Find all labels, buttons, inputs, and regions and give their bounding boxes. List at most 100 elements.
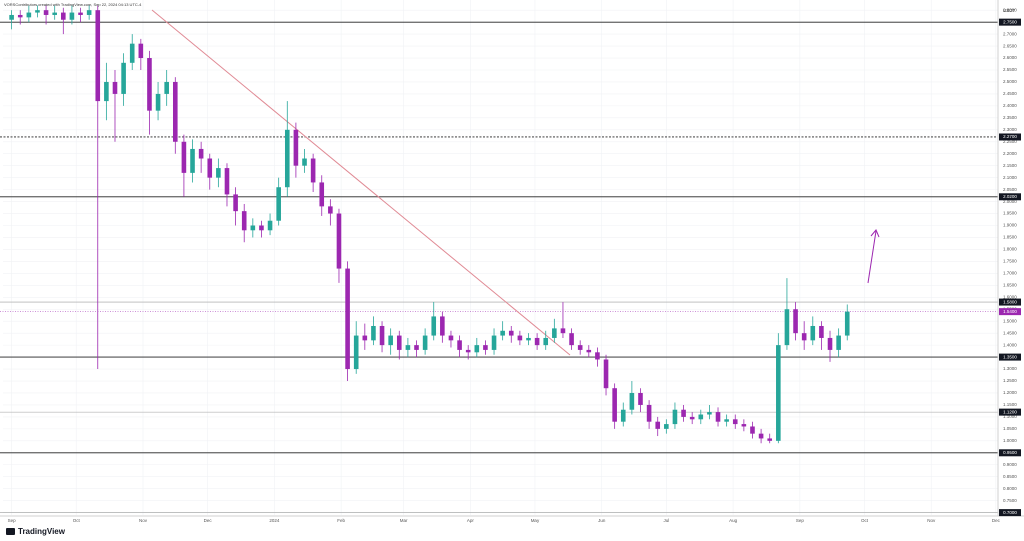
x-tick-label: Nov — [139, 518, 148, 523]
y-tick-label: 0.8500 — [1003, 474, 1017, 479]
candle-body — [732, 419, 738, 425]
candle-body — [672, 409, 678, 425]
candle-body — [224, 168, 230, 195]
candle-body — [681, 409, 686, 417]
candle-body — [35, 10, 40, 13]
candle-body — [483, 345, 488, 350]
logo-text: TradingView — [18, 527, 66, 536]
candle-body — [612, 388, 617, 422]
y-tick-label: 2.1500 — [1003, 163, 1017, 168]
candle-body — [793, 309, 798, 334]
level-label-box — [999, 193, 1021, 201]
y-tick-label: 2.2000 — [1003, 151, 1017, 156]
x-tick-label: Mar — [400, 518, 408, 523]
x-tick-label: Sep — [796, 518, 805, 523]
level-label: 1.5800 — [1003, 299, 1017, 304]
y-tick-label: 2.1000 — [1003, 175, 1017, 180]
level-label: 2.2700 — [1003, 134, 1017, 139]
x-tick-label: Feb — [337, 518, 345, 523]
trend-line — [151, 9, 571, 356]
candle-body — [620, 409, 626, 422]
level-label: 0.9500 — [1003, 450, 1017, 455]
candle-body — [526, 337, 531, 341]
candle-body — [707, 412, 712, 415]
level-label: 2.7500 — [1003, 19, 1017, 24]
candle-body — [267, 220, 273, 231]
candle-body — [147, 58, 152, 111]
candle-body — [95, 10, 101, 102]
candle-body — [595, 352, 600, 360]
y-tick-label: 1.1500 — [1003, 402, 1017, 407]
candle-body — [388, 335, 393, 346]
candle-body — [259, 225, 264, 231]
candle-body — [448, 335, 454, 341]
y-tick-label: 1.6500 — [1003, 283, 1017, 288]
y-tick-label: 1.8500 — [1003, 235, 1017, 240]
level-label: 0.7000 — [1003, 510, 1017, 515]
candle-body — [767, 438, 773, 441]
y-tick-label: 1.0000 — [1003, 438, 1017, 443]
candle-body — [560, 328, 566, 334]
y-tick-label: 1.0500 — [1003, 426, 1017, 431]
candle-body — [586, 349, 592, 353]
y-tick-label: 1.2500 — [1003, 378, 1017, 383]
candle-body — [646, 404, 652, 422]
candle-body — [78, 12, 83, 15]
x-tick-label: Dec — [992, 518, 1001, 523]
currency-label: USDT — [1003, 8, 1016, 13]
candle-body — [784, 309, 790, 346]
candle-body — [112, 81, 118, 94]
candle-body — [698, 414, 704, 420]
candle-body — [155, 93, 161, 111]
candle-body — [741, 424, 747, 427]
y-tick-label: 1.4500 — [1003, 330, 1017, 335]
candle-body — [138, 43, 144, 59]
y-tick-label: 0.8000 — [1003, 486, 1017, 491]
candle-body — [500, 330, 505, 336]
candle-body — [104, 81, 109, 102]
candle-body — [534, 337, 540, 346]
candle-body — [190, 148, 195, 173]
level-label-box — [999, 408, 1021, 416]
y-tick-label: 2.5500 — [1003, 67, 1017, 72]
candle-body — [827, 337, 833, 350]
level-label-box — [999, 509, 1021, 517]
candle-body — [801, 333, 807, 341]
candle-body — [276, 187, 281, 221]
candle-body — [284, 129, 290, 188]
x-tick-label: May — [531, 518, 540, 523]
y-tick-label: 1.9000 — [1003, 223, 1017, 228]
candle-body — [293, 129, 299, 166]
y-tick-label: 1.5000 — [1003, 318, 1017, 323]
x-tick-label: Oct — [861, 518, 869, 523]
level-label-box — [999, 298, 1021, 306]
candle-body — [819, 325, 824, 338]
level-label-box — [999, 353, 1021, 361]
candle-body — [328, 206, 333, 214]
y-tick-label: 1.6000 — [1003, 294, 1017, 299]
candle-body — [422, 335, 428, 350]
candle-body — [715, 412, 721, 422]
y-tick-label: 0.7500 — [1003, 498, 1017, 503]
candle-body — [121, 62, 126, 94]
grid — [3, 0, 998, 515]
level-label: 1.1200 — [1003, 409, 1017, 414]
candle-body — [310, 158, 316, 183]
y-tick-label: 1.3000 — [1003, 366, 1017, 371]
candle-body — [776, 345, 781, 441]
candle-body — [302, 158, 307, 166]
candle-body — [836, 335, 841, 350]
candle-body — [198, 148, 204, 159]
x-tick-label: Oct — [73, 518, 81, 523]
arrow-head — [870, 229, 880, 238]
candle-body — [638, 392, 643, 405]
price-tag-box — [999, 308, 1021, 316]
candle-body — [552, 328, 557, 338]
candle-body — [250, 225, 256, 231]
candle-body — [379, 325, 385, 346]
candle-body — [457, 340, 462, 350]
candle-body — [758, 433, 764, 439]
y-tick-label: 2.8000 — [1003, 7, 1017, 12]
y-tick-label: 2.6000 — [1003, 55, 1017, 60]
